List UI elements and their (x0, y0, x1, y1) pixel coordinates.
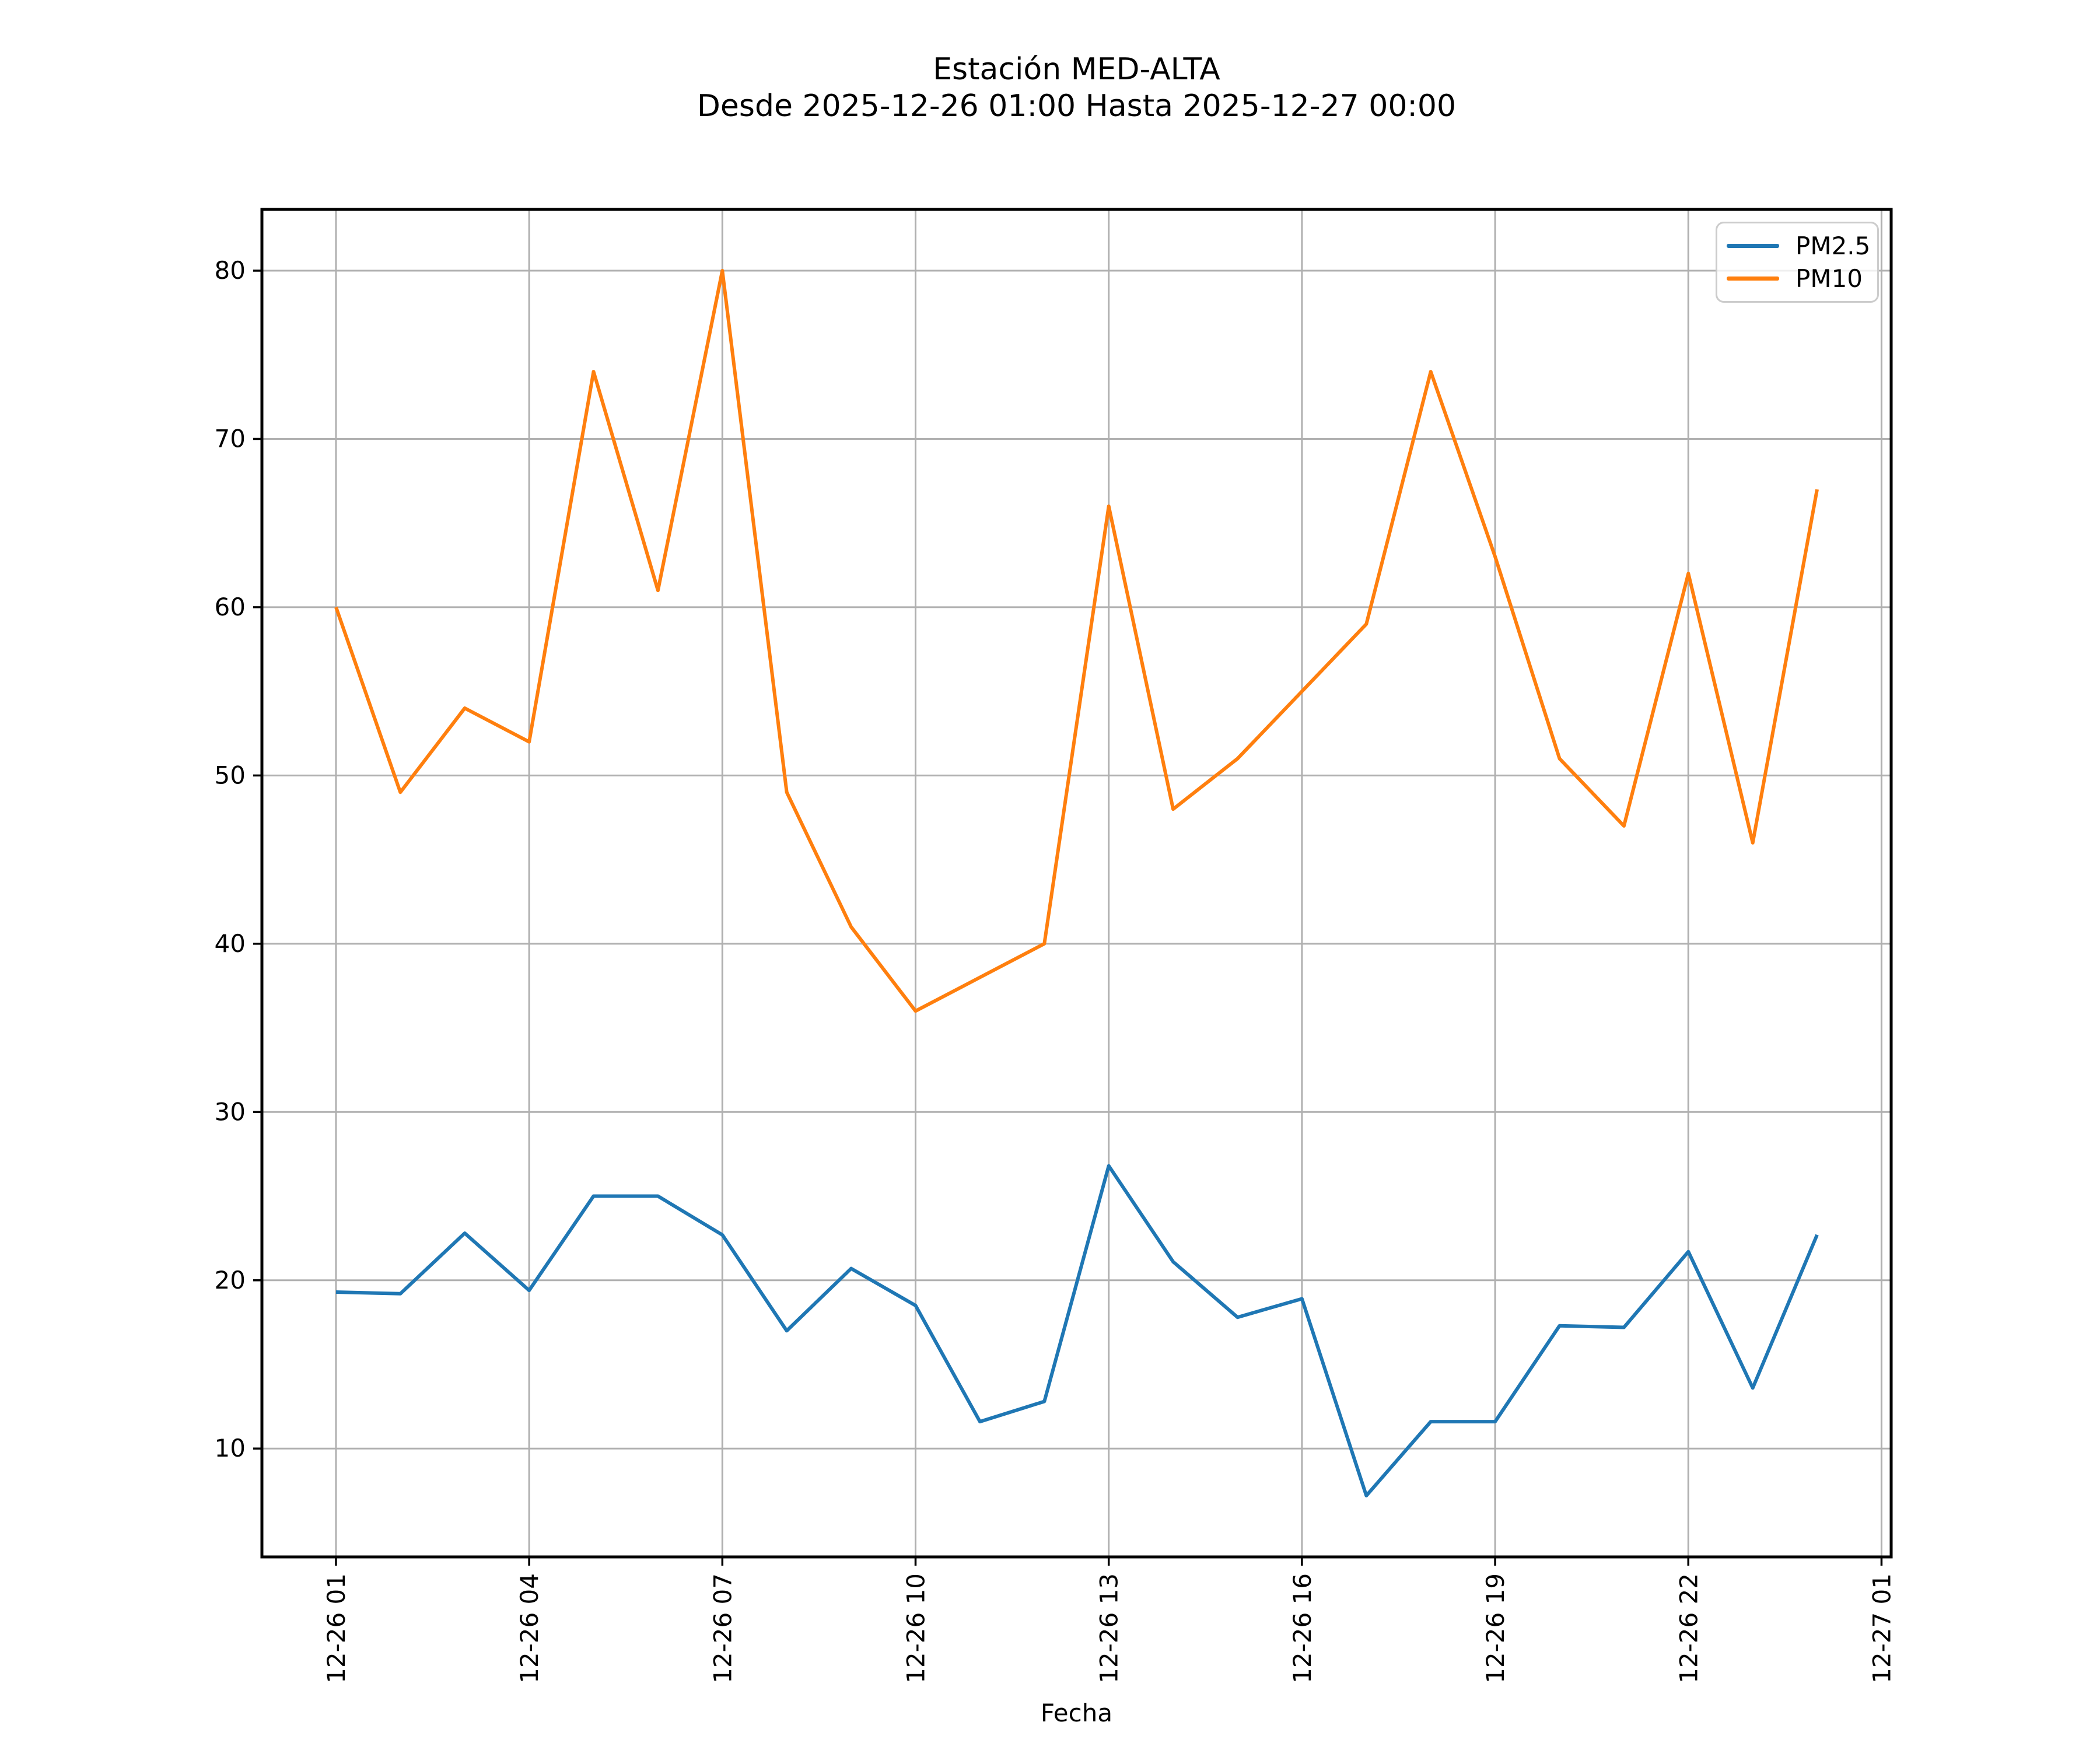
x-tick-label: 12-26 07 (708, 1573, 737, 1684)
x-axis-label: Fecha (1040, 1699, 1113, 1727)
chart-title-line1: Estación MED-ALTA (933, 52, 1220, 87)
legend-entry-pm10: PM10 (1717, 264, 1877, 293)
chart-title-line2: Desde 2025-12-26 01:00 Hasta 2025-12-27 … (696, 89, 1457, 124)
pm25-legend-label: PM2.5 (1796, 231, 1871, 260)
x-tick-label: 12-26 04 (515, 1573, 544, 1684)
y-tick-label: 80 (215, 256, 246, 285)
y-tick-label: 20 (215, 1266, 246, 1294)
pm10-legend-line-icon (1727, 276, 1779, 281)
plot-border (260, 208, 1893, 1559)
pm25-line (335, 1164, 1819, 1497)
x-tick-label: 12-26 13 (1095, 1573, 1124, 1684)
y-tick-label: 50 (215, 761, 246, 789)
x-tick-label: 12-26 16 (1288, 1573, 1317, 1684)
x-tick-label: 12-26 22 (1674, 1573, 1703, 1684)
y-tick-label: 40 (215, 929, 246, 958)
x-tick-label: 12-26 19 (1481, 1573, 1510, 1684)
y-tick-label: 70 (215, 424, 246, 453)
y-tick-label: 30 (215, 1097, 246, 1126)
pm10-legend-label: PM10 (1796, 264, 1863, 293)
y-tick-label: 10 (215, 1434, 246, 1462)
pm25-legend-line-icon (1727, 243, 1779, 248)
legend-entry-pm25: PM2.5 (1717, 232, 1877, 260)
legend: PM2.5 PM10 (1716, 222, 1879, 303)
x-tick-label: 12-26 01 (322, 1573, 351, 1684)
y-tick-label: 60 (215, 593, 246, 621)
x-tick-label: 12-26 10 (902, 1573, 930, 1684)
x-tick-label: 12-27 01 (1867, 1573, 1896, 1684)
pm10-line (334, 269, 1819, 1013)
chart-title: Estación MED-ALTA Desde 2025-12-26 01:00… (262, 51, 1891, 125)
